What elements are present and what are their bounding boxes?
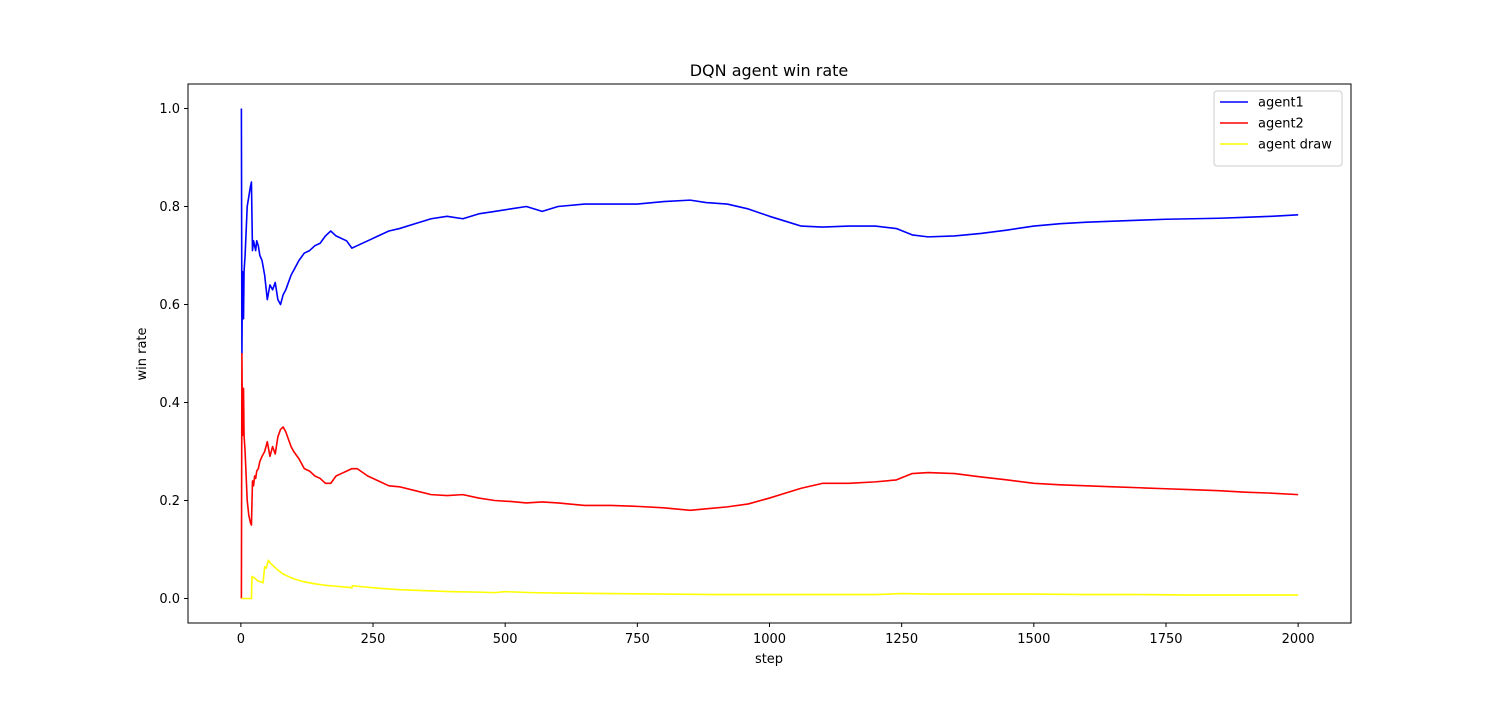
- series-layer: [240, 108, 1299, 600]
- series-line-agent1: [240, 108, 1299, 355]
- series-line-agent-draw: [241, 559, 1299, 600]
- x-axis-label: step: [755, 652, 783, 667]
- y-tick-label: 0.8: [159, 200, 180, 215]
- legend-label-agent1: agent1: [1258, 96, 1304, 111]
- legend-label-agent2: agent2: [1258, 117, 1304, 132]
- series-line-agent2: [240, 352, 1299, 599]
- x-tick-label: 1750: [1149, 632, 1182, 647]
- x-tick-label: 250: [361, 632, 386, 647]
- legend-label-agent-draw: agent draw: [1258, 138, 1332, 153]
- legend-box: [1213, 90, 1343, 167]
- y-tick-label: 0.0: [159, 592, 180, 607]
- y-tick-label: 0.6: [159, 298, 180, 313]
- y-tick-label: 0.2: [159, 494, 180, 509]
- y-tick-label: 1.0: [159, 102, 180, 117]
- x-tick-label: 750: [625, 632, 650, 647]
- x-tick-label: 0: [237, 632, 245, 647]
- legend: agent1 agent2 agent draw: [1213, 90, 1343, 167]
- x-axis: 0 250 500 750 1000 1250 1500 1750 2000: [237, 623, 1315, 647]
- y-tick-label: 0.4: [159, 396, 180, 411]
- x-tick-label: 2000: [1282, 632, 1315, 647]
- x-tick-label: 1500: [1017, 632, 1050, 647]
- y-axis: 0.0 0.2 0.4 0.6 0.8 1.0: [159, 102, 188, 607]
- chart-title: DQN agent win rate: [690, 61, 849, 80]
- x-tick-label: 500: [493, 632, 518, 647]
- x-tick-label: 1000: [753, 632, 786, 647]
- y-axis-label: win rate: [135, 327, 150, 380]
- x-tick-label: 1250: [885, 632, 918, 647]
